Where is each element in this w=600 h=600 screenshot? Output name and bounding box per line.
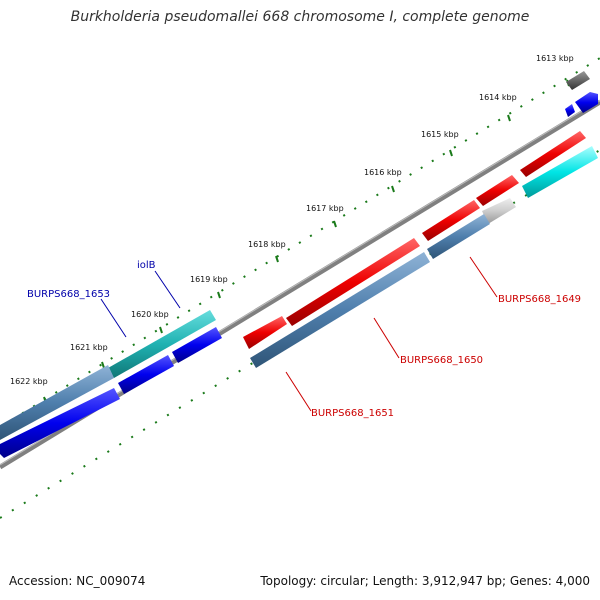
cds-bar xyxy=(0,365,114,440)
gene-label-burps668-1651: BURPS668_1651 xyxy=(311,408,394,419)
gene-arrow xyxy=(566,71,590,90)
outer-ruler-dots xyxy=(0,57,600,428)
kbp-label: 1616 kbp xyxy=(364,168,402,177)
genome-summary-text: Topology: circular; Length: 3,912,947 bp… xyxy=(260,574,590,588)
map-title: Burkholderia pseudomallei 668 chromosome… xyxy=(70,9,530,25)
forward-genes[interactable] xyxy=(243,71,598,349)
reverse-genes[interactable] xyxy=(0,310,222,458)
kbp-label: 1620 kbp xyxy=(131,310,169,319)
gene-arrow xyxy=(0,388,120,458)
kbp-labels: 1613 kbp 1614 kbp 1615 kbp 1616 kbp 1617… xyxy=(10,54,574,386)
kbp-label: 1619 kbp xyxy=(190,275,228,284)
label-leaders xyxy=(100,256,498,412)
gene-arrow xyxy=(575,92,598,113)
gene-arrow xyxy=(172,327,222,363)
gene-label-burps668-1653: BURPS668_1653 xyxy=(27,289,110,300)
gene-arrow xyxy=(565,104,575,117)
gene-arrow xyxy=(118,355,174,394)
cds-bar xyxy=(108,310,216,378)
gene-arrow xyxy=(422,200,480,241)
gene-label-iolb: iolB xyxy=(137,260,156,271)
gene-arrow xyxy=(243,316,287,349)
kbp-label: 1617 kbp xyxy=(306,204,344,213)
gene-labels[interactable]: BURPS668_1649 BURPS668_1650 BURPS668_165… xyxy=(27,260,581,419)
kbp-label: 1615 kbp xyxy=(421,130,459,139)
accession-text: Accession: NC_009074 xyxy=(9,574,146,588)
kbp-label: 1622 kbp xyxy=(10,377,48,386)
cds-bar xyxy=(250,252,430,368)
gene-arrow xyxy=(476,175,519,206)
kbp-label: 1621 kbp xyxy=(70,343,108,352)
kbp-label: 1613 kbp xyxy=(536,54,574,63)
kbp-label: 1618 kbp xyxy=(248,240,286,249)
gene-label-burps668-1650: BURPS668_1650 xyxy=(400,355,483,366)
major-ticks xyxy=(43,79,570,404)
kbp-label: 1614 kbp xyxy=(479,93,517,102)
gene-arrow xyxy=(520,131,586,177)
gene-arrow xyxy=(286,238,420,326)
gene-label-burps668-1649: BURPS668_1649 xyxy=(498,294,581,305)
cds-bar xyxy=(427,214,490,259)
cds-bar xyxy=(522,146,598,198)
cds-bar xyxy=(482,198,516,224)
forward-cds[interactable] xyxy=(250,146,598,368)
